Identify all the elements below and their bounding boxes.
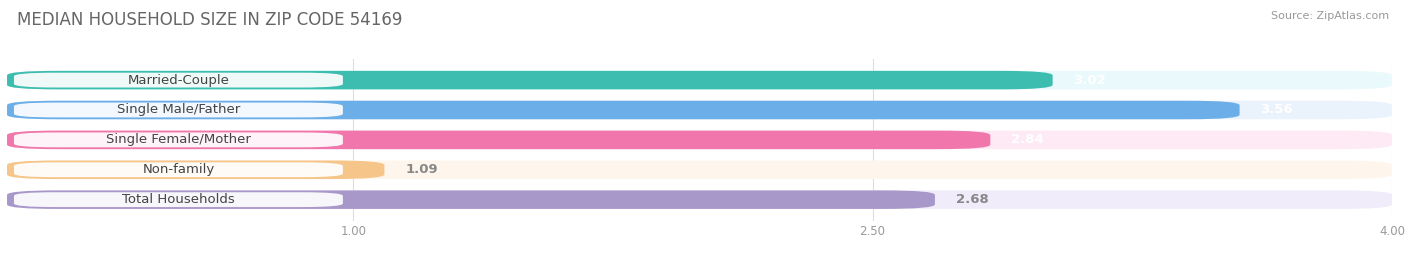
FancyBboxPatch shape bbox=[7, 101, 1392, 119]
FancyBboxPatch shape bbox=[7, 190, 935, 209]
Text: MEDIAN HOUSEHOLD SIZE IN ZIP CODE 54169: MEDIAN HOUSEHOLD SIZE IN ZIP CODE 54169 bbox=[17, 11, 402, 29]
FancyBboxPatch shape bbox=[14, 192, 343, 207]
FancyBboxPatch shape bbox=[7, 101, 1240, 119]
FancyBboxPatch shape bbox=[14, 73, 343, 87]
Text: Non-family: Non-family bbox=[142, 163, 215, 176]
FancyBboxPatch shape bbox=[14, 162, 343, 177]
FancyBboxPatch shape bbox=[7, 131, 990, 149]
Text: 2.68: 2.68 bbox=[956, 193, 988, 206]
FancyBboxPatch shape bbox=[14, 102, 343, 117]
Text: Married-Couple: Married-Couple bbox=[128, 74, 229, 87]
FancyBboxPatch shape bbox=[7, 190, 1392, 209]
Text: Source: ZipAtlas.com: Source: ZipAtlas.com bbox=[1271, 11, 1389, 21]
FancyBboxPatch shape bbox=[7, 71, 1053, 89]
Text: 1.09: 1.09 bbox=[405, 163, 437, 176]
Text: 2.84: 2.84 bbox=[1011, 133, 1043, 146]
FancyBboxPatch shape bbox=[7, 161, 1392, 179]
Text: Single Female/Mother: Single Female/Mother bbox=[105, 133, 250, 146]
FancyBboxPatch shape bbox=[7, 161, 384, 179]
Text: Single Male/Father: Single Male/Father bbox=[117, 104, 240, 116]
Text: 3.56: 3.56 bbox=[1260, 104, 1294, 116]
FancyBboxPatch shape bbox=[7, 131, 1392, 149]
FancyBboxPatch shape bbox=[14, 132, 343, 147]
Text: 3.02: 3.02 bbox=[1073, 74, 1107, 87]
FancyBboxPatch shape bbox=[7, 71, 1392, 89]
Text: Total Households: Total Households bbox=[122, 193, 235, 206]
